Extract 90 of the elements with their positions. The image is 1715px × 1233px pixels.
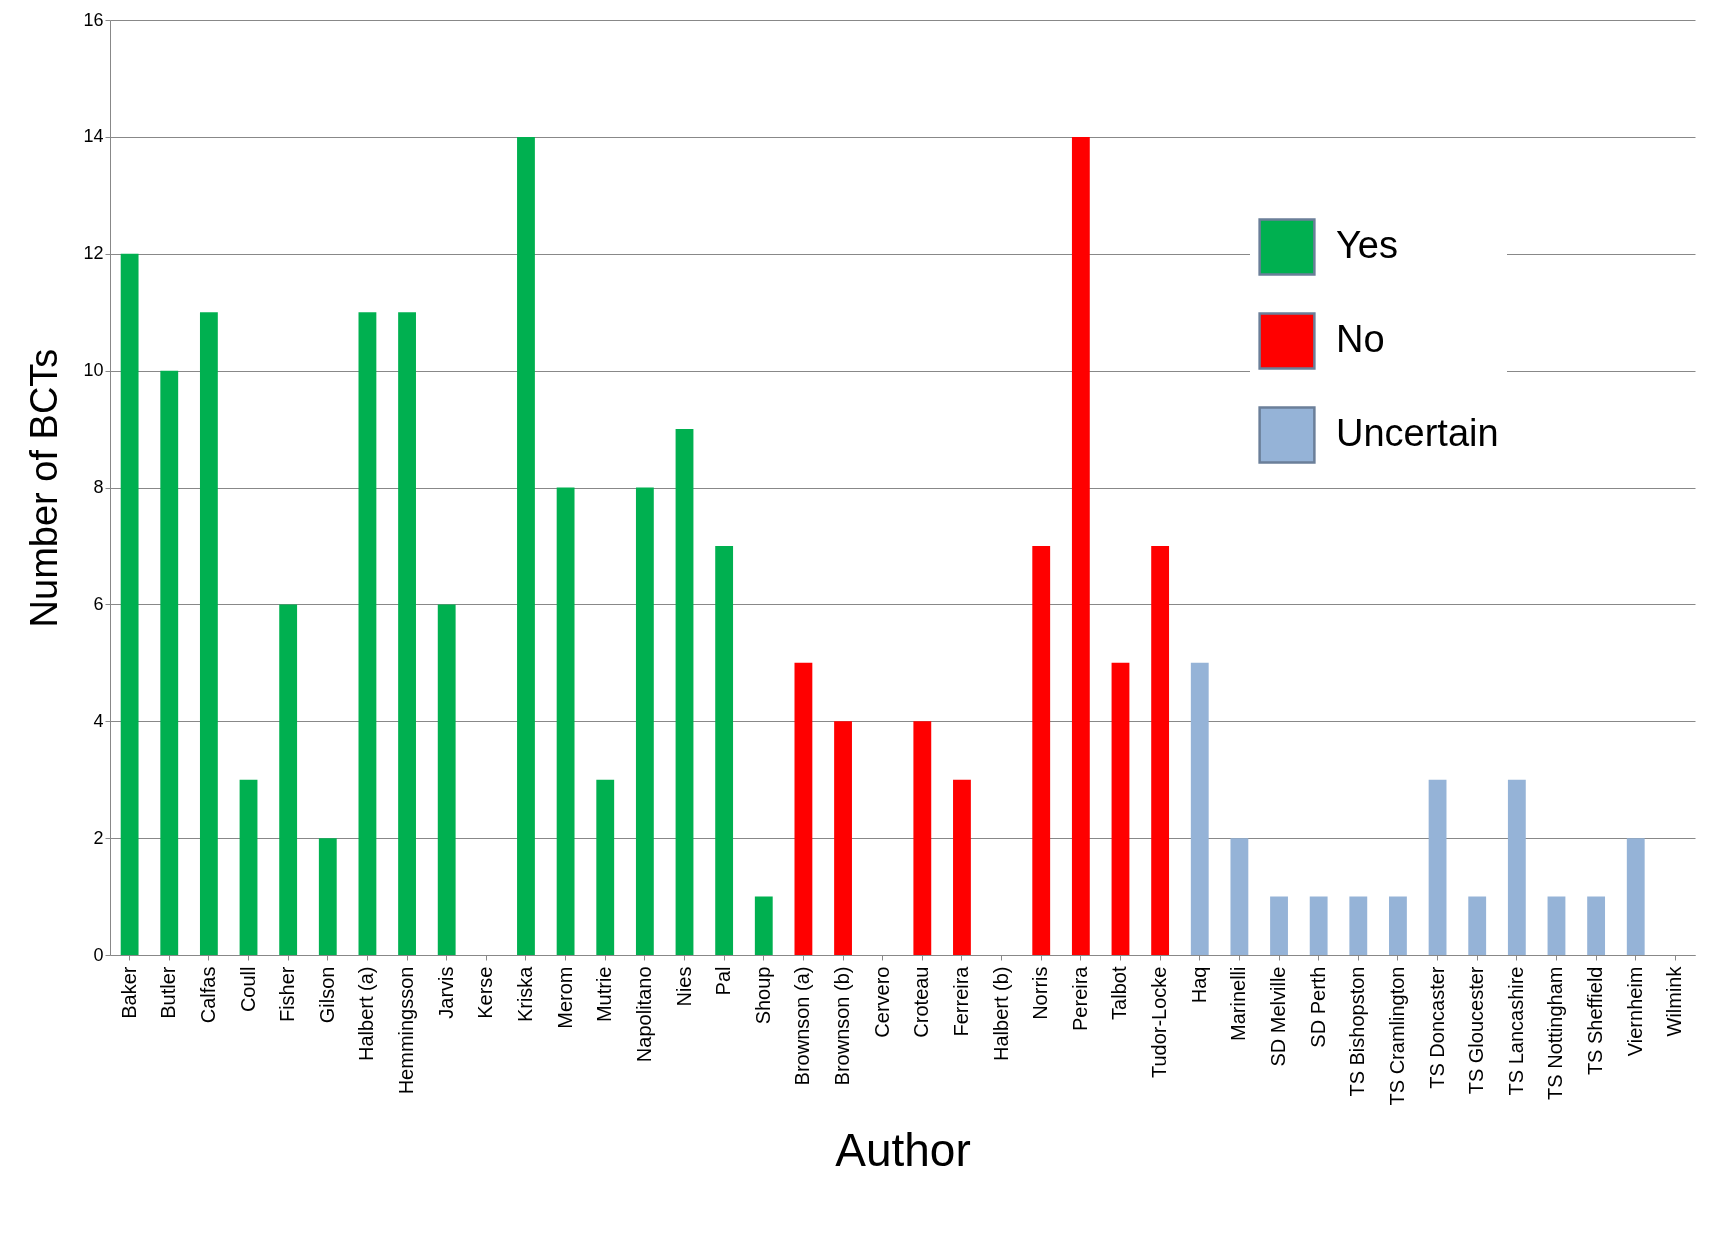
legend-label: Yes (1336, 224, 1398, 266)
y-tick-label: 12 (83, 243, 104, 264)
x-tick-label: TS Doncaster (1425, 966, 1448, 1089)
x-tick-label: Halbert (a) (355, 966, 378, 1061)
legend-label: Uncertain (1336, 412, 1499, 454)
y-tick-label: 2 (93, 827, 104, 848)
x-tick-label: TS Lancashire (1504, 966, 1527, 1096)
x-tick-label: Kerse (474, 966, 497, 1019)
x-tick-label: SD Melville (1267, 966, 1290, 1067)
bar (398, 312, 416, 955)
bar (199, 312, 218, 955)
y-tick-label: 16 (83, 9, 104, 30)
y-tick-label: 8 (93, 477, 104, 497)
bar (1071, 136, 1090, 955)
bar (556, 487, 575, 955)
x-tick-label: Brownson (b) (831, 966, 854, 1086)
x-tick-label: TS Cramlington (1385, 966, 1408, 1106)
x-tick-label: Cervero (870, 966, 893, 1038)
x-tick-label: Nies (672, 966, 695, 1007)
x-tick-label: SD Perth (1306, 966, 1329, 1048)
bar (239, 779, 258, 955)
x-tick-label: Coull (236, 966, 259, 1013)
y-axis-title: Number of BCTs (23, 348, 66, 628)
x-tick-label: Gilson (315, 966, 338, 1024)
bar (318, 838, 337, 955)
x-tick-label: Mutrie (593, 966, 616, 1023)
y-tick-label: 6 (93, 593, 104, 614)
x-tick-label: Norris (1029, 966, 1052, 1020)
x-tick-label: Hemmingsson (395, 966, 418, 1095)
y-tick-label: 0 (93, 944, 104, 965)
bar (1270, 896, 1288, 955)
bar (120, 253, 139, 955)
y-tick-label: 10 (83, 360, 104, 381)
x-tick-label: Calfas (196, 966, 219, 1024)
x-tick-label: Halbert (b) (989, 966, 1012, 1061)
bar (675, 429, 694, 955)
bar (635, 487, 654, 955)
x-tick-label: TS Nottingham (1544, 966, 1567, 1100)
bar (1111, 662, 1130, 955)
bar (1547, 896, 1566, 955)
y-tick-label: 14 (83, 126, 104, 147)
x-tick-label: Pal (712, 966, 735, 996)
x-tick-label: Butler (157, 966, 180, 1019)
bar (1230, 838, 1249, 955)
bar (1309, 896, 1328, 955)
bar (437, 604, 456, 955)
bar (279, 604, 298, 955)
x-tick-label: Brownson (a) (791, 966, 814, 1086)
x-tick-label: Marinelli (1227, 966, 1250, 1041)
y-tick-label: 4 (93, 710, 104, 731)
x-tick-label: TS Sheffield (1584, 966, 1607, 1076)
x-tick-label: Tudor-Locke (1148, 966, 1171, 1079)
x-tick-label: Kriska (513, 965, 536, 1023)
bar (1428, 779, 1447, 955)
x-tick-label: Talbot (1108, 966, 1131, 1020)
x-tick-label: Shoup (751, 966, 774, 1025)
x-tick-label: Fisher (276, 966, 299, 1023)
x-tick-label: Wilmink (1663, 965, 1686, 1037)
x-tick-label: Pereira (1068, 965, 1091, 1031)
bar (596, 779, 615, 955)
x-tick-label: Baker (117, 966, 140, 1019)
x-tick-label: Croteau (910, 966, 933, 1038)
bar (1587, 896, 1606, 955)
bar (834, 721, 852, 955)
bar (1507, 779, 1526, 955)
x-tick-label: Merom (553, 966, 576, 1029)
bar (715, 545, 734, 955)
x-tick-label: TS Bishopston (1346, 966, 1369, 1097)
x-tick-label: Haq (1187, 966, 1210, 1004)
legend-label: No (1336, 318, 1385, 360)
x-tick-label: Jarvis (434, 966, 457, 1019)
bar (913, 721, 932, 955)
bar (1468, 896, 1487, 955)
bar (754, 896, 773, 955)
x-axis-title: Author (835, 1124, 971, 1177)
bar (1626, 838, 1645, 955)
bar (1032, 545, 1051, 955)
x-tick-label: Ferreira (949, 965, 972, 1037)
bar (1349, 896, 1368, 955)
bar (517, 136, 535, 955)
bar (794, 662, 813, 955)
bar (160, 370, 179, 955)
bar (1389, 896, 1407, 955)
x-tick-label: TS Gloucester (1465, 966, 1488, 1095)
x-tick-label: Viernheim (1623, 966, 1646, 1057)
bar (1151, 545, 1170, 955)
x-tick-label: Napolitano (632, 966, 655, 1063)
bar (953, 779, 971, 955)
bar (358, 312, 377, 955)
bar (1190, 662, 1209, 955)
